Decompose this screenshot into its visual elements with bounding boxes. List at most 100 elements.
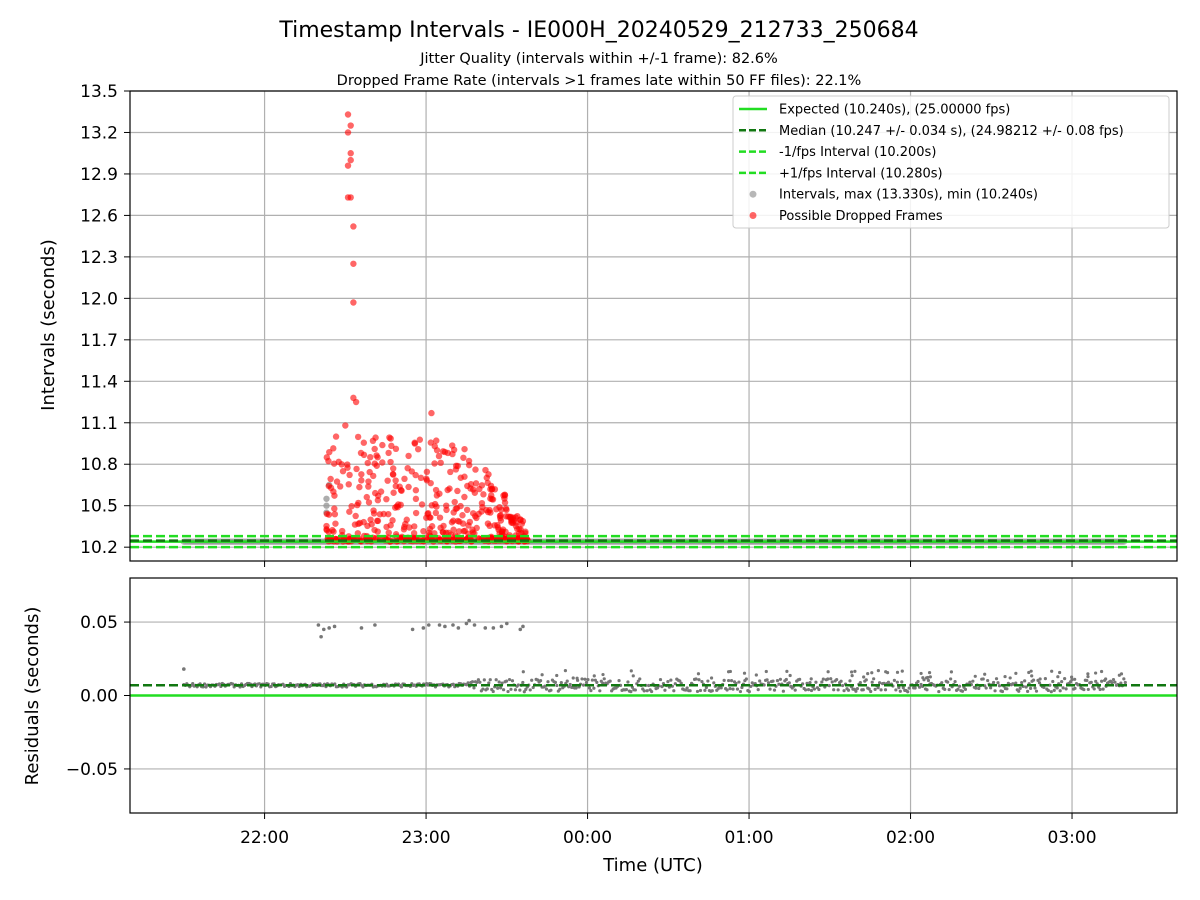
top-plot-frame [129,90,1178,562]
residual-point [953,680,957,684]
residual-point [842,689,846,693]
residual-point [518,688,522,692]
residual-point [821,677,825,681]
residual-point [506,689,510,694]
top-y-axis-label: Intervals (seconds) [38,239,59,411]
residual-point [788,673,792,678]
residual-point [876,668,880,673]
dropped-frame-point [459,512,466,519]
dropped-frame-point [356,483,363,491]
dropped-frame-point [508,519,515,526]
residual-point [1050,669,1054,673]
residual-point [658,677,663,682]
dropped-frame-point [379,459,386,466]
residual-point [327,626,331,630]
dropped-frame-point [431,500,439,508]
residual-point [1070,675,1074,679]
top-y-tick-label: 11.1 [80,414,118,434]
residual-point [1073,686,1077,690]
residual-point [963,687,968,691]
dropped-frame-point [423,514,430,521]
residual-point [926,678,931,683]
dropped-frame-point [473,524,480,532]
residual-point [476,678,481,682]
residual-point [467,618,471,623]
dropped-frame-point [443,506,450,514]
residual-point [558,687,562,691]
dropped-frame-point [392,445,400,453]
dropped-frame-point [472,466,479,473]
residual-point [1110,681,1114,685]
dropped-frame-point [483,506,490,514]
residual-point [399,685,404,689]
residual-point [750,681,754,685]
residual-point [906,690,910,694]
residual-point [546,680,550,684]
residual-point [984,686,988,690]
dropped-frame-point [352,512,359,520]
dropped-frame-point [374,454,381,461]
residual-point [559,681,563,685]
residual-point [1064,687,1068,691]
residual-point [191,682,195,686]
top-y-tick-label: 10.2 [80,538,118,558]
residual-point [1030,674,1034,678]
chart-subtitle-dropped: Dropped Frame Rate (intervals >1 frames … [337,73,862,89]
residual-point [565,679,569,683]
dropped-frame-point [344,111,352,118]
residual-point [482,678,486,682]
top-y-tick-label: 10.8 [80,455,118,475]
residual-point [895,680,899,684]
residual-point [269,684,273,689]
residual-point [989,686,993,690]
dropped-frame-point [345,481,352,488]
residual-point [710,689,714,693]
residual-point [949,677,953,681]
residual-point [747,689,751,694]
chart-title: Timestamp Intervals - IE000H_20240529_21… [278,18,918,43]
residual-point [973,674,977,678]
residual-point [913,686,917,690]
residual-point [1117,673,1121,677]
residual-point [703,688,707,692]
bottom-y-axis-label: Residuals (seconds) [22,607,43,786]
legend-label: Expected (10.240s), (25.00000 fps) [779,103,1010,118]
residual-point [1043,677,1047,681]
residual-point [809,677,813,681]
residual-point [1111,677,1116,682]
dropped-frame-point [401,475,408,483]
dropped-frame-point [464,482,471,490]
dropped-frame-point [365,478,372,485]
residual-point [592,686,596,690]
residual-point [937,689,941,694]
dropped-frame-point [461,445,468,453]
residual-point [1033,686,1037,690]
dropped-frame-point [480,491,487,498]
residual-point [907,686,911,690]
residual-point [531,685,535,690]
residual-point [1031,678,1036,682]
residual-point [466,681,470,685]
dropped-frame-point [385,449,392,457]
residual-point [956,687,960,691]
residual-point [877,681,882,685]
dropped-frame-point [461,473,468,480]
residual-point [809,688,814,693]
residual-point [1052,688,1056,693]
residual-point [584,680,589,685]
dropped-frame-point [449,442,456,449]
legend-dot-swatch [749,212,757,219]
residual-point [590,678,595,682]
residual-point [927,671,932,675]
residual-point [697,678,701,682]
legend-label: Possible Dropped Frames [779,209,943,224]
residual-point [1099,669,1104,674]
dropped-frame-point [390,465,397,472]
x-tick-label: 22:00 [240,828,289,848]
dropped-frame-point [330,460,338,467]
residual-point [1086,687,1090,692]
dropped-frame-point [505,513,512,520]
residual-point [812,687,817,691]
dropped-frame-point [355,499,362,507]
residual-point [997,684,1002,688]
